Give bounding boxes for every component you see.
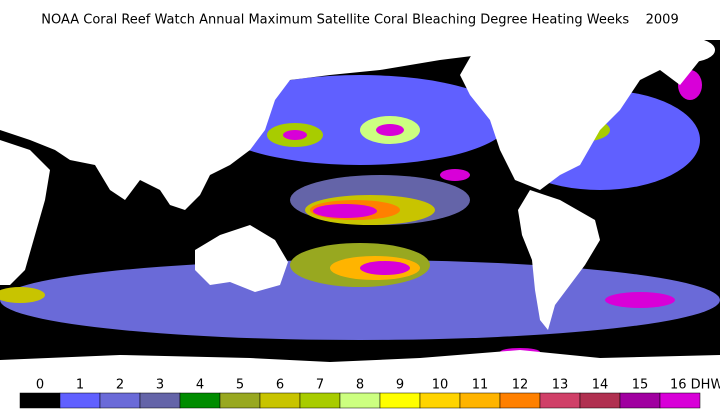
heat-area (313, 204, 377, 218)
legend-swatch (419, 392, 461, 409)
legend-swatch (179, 392, 221, 409)
legend-swatch (659, 392, 701, 409)
heat-area (440, 169, 470, 181)
legend-label: 11 (472, 378, 489, 393)
legend-label: 16 DHW (670, 378, 720, 393)
legend-swatch (339, 392, 381, 409)
legend-label: 12 (512, 378, 529, 393)
legend-label: 1 (76, 378, 84, 393)
heat-area (0, 287, 45, 303)
heat-area (360, 261, 410, 275)
greenland (665, 38, 715, 62)
legend-swatch (379, 392, 421, 409)
legend-label: 4 (196, 378, 204, 393)
legend-label: 13 (552, 378, 569, 393)
legend-swatch (139, 392, 181, 409)
legend-swatch (19, 392, 61, 409)
legend-label: 3 (156, 378, 164, 393)
legend-swatch (459, 392, 501, 409)
legend-swatch (619, 392, 661, 409)
legend-swatch (579, 392, 621, 409)
antarctica (0, 350, 720, 370)
australia (195, 225, 288, 292)
legend-label: 15 (632, 378, 649, 393)
legend-swatch (499, 392, 541, 409)
legend-label: 7 (316, 378, 324, 393)
legend-swatch (219, 392, 261, 409)
legend-label: 0 (36, 378, 44, 393)
legend: 0 1 2 3 4 5 6 7 8 9 10 11 12 13 14 15 16 DHW (19, 378, 720, 409)
title: NOAA Coral Reef Watch Annual Maximum Sat… (41, 13, 678, 28)
heat-area (605, 292, 675, 308)
heat-area (283, 130, 307, 140)
legend-swatch (299, 392, 341, 409)
legend-swatch (539, 392, 581, 409)
legend-swatch (259, 392, 301, 409)
north-america (460, 40, 700, 190)
legend-swatch (59, 392, 101, 409)
south-america (518, 190, 600, 330)
heat-area (376, 124, 404, 136)
legend-label: 10 (432, 378, 449, 393)
legend-label: 8 (356, 378, 364, 393)
land (0, 38, 720, 370)
legend-swatch (99, 392, 141, 409)
legend-label: 2 (116, 378, 124, 393)
legend-label: 6 (276, 378, 284, 393)
legend-label: 9 (396, 378, 404, 393)
map (0, 38, 720, 370)
eurasia (0, 40, 480, 210)
africa (0, 140, 50, 285)
legend-label: 14 (592, 378, 609, 393)
legend-label: 5 (236, 378, 244, 393)
